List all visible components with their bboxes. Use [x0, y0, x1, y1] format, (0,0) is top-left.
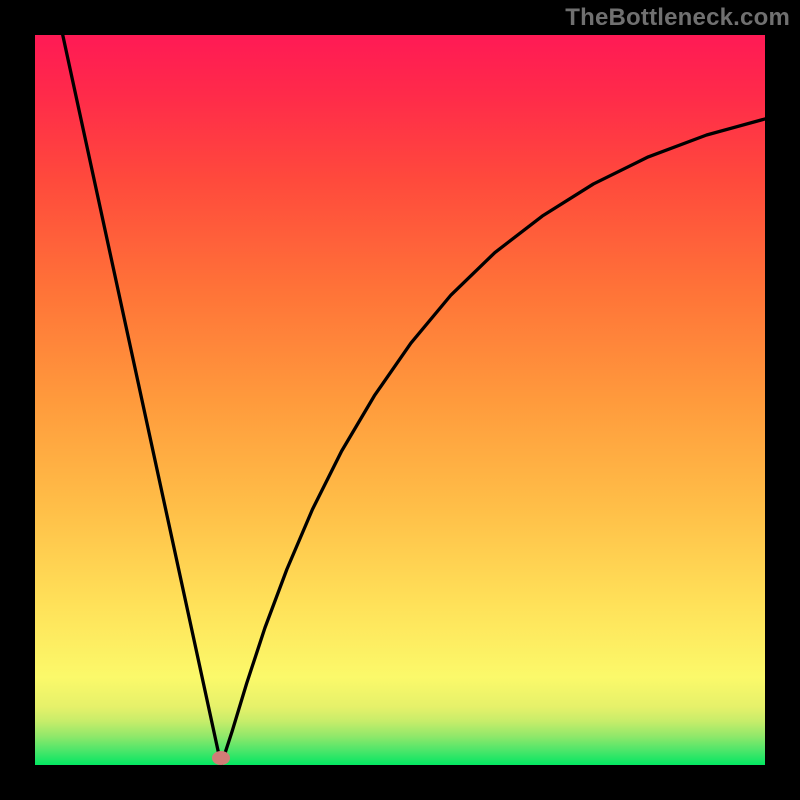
- curve-path: [63, 35, 765, 765]
- chart-frame: TheBottleneck.com: [0, 0, 800, 800]
- watermark-text: TheBottleneck.com: [565, 4, 790, 32]
- optimal-point-marker: [212, 751, 230, 765]
- bottleneck-curve: [35, 35, 765, 765]
- plot-area: [35, 35, 765, 765]
